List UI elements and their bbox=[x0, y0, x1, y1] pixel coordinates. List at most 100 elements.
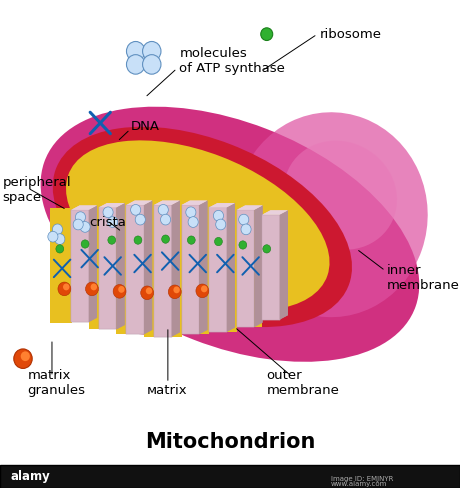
Circle shape bbox=[263, 244, 271, 253]
Circle shape bbox=[187, 236, 195, 244]
Circle shape bbox=[241, 224, 251, 235]
FancyBboxPatch shape bbox=[154, 205, 172, 337]
Polygon shape bbox=[99, 203, 125, 207]
Polygon shape bbox=[99, 203, 125, 207]
Circle shape bbox=[103, 207, 113, 218]
Circle shape bbox=[131, 204, 141, 215]
Text: inner
membrane: inner membrane bbox=[386, 264, 459, 292]
Text: molecules
of ATP synthase: molecules of ATP synthase bbox=[179, 47, 285, 75]
FancyBboxPatch shape bbox=[99, 207, 116, 329]
Ellipse shape bbox=[41, 107, 419, 362]
Circle shape bbox=[201, 285, 208, 292]
Circle shape bbox=[141, 286, 154, 300]
FancyBboxPatch shape bbox=[237, 210, 255, 327]
Text: crista: crista bbox=[90, 216, 127, 228]
Polygon shape bbox=[89, 205, 97, 322]
FancyBboxPatch shape bbox=[227, 207, 237, 332]
Polygon shape bbox=[89, 205, 97, 322]
Circle shape bbox=[127, 41, 145, 61]
Circle shape bbox=[73, 219, 83, 230]
Circle shape bbox=[215, 237, 222, 245]
Polygon shape bbox=[262, 210, 288, 215]
FancyBboxPatch shape bbox=[255, 210, 262, 327]
Ellipse shape bbox=[235, 112, 428, 317]
FancyBboxPatch shape bbox=[182, 205, 199, 334]
Circle shape bbox=[48, 231, 58, 242]
Polygon shape bbox=[209, 203, 235, 207]
FancyBboxPatch shape bbox=[50, 208, 72, 323]
Polygon shape bbox=[71, 205, 97, 210]
Circle shape bbox=[56, 244, 64, 253]
Polygon shape bbox=[144, 201, 152, 334]
Polygon shape bbox=[127, 201, 152, 205]
Circle shape bbox=[21, 351, 30, 361]
FancyBboxPatch shape bbox=[209, 207, 227, 332]
FancyBboxPatch shape bbox=[99, 207, 116, 329]
Circle shape bbox=[186, 207, 196, 218]
Text: outer
membrane: outer membrane bbox=[267, 369, 339, 397]
Circle shape bbox=[14, 349, 32, 368]
Text: Mitochondrion: Mitochondrion bbox=[145, 432, 315, 451]
Polygon shape bbox=[280, 210, 288, 320]
Circle shape bbox=[161, 214, 171, 225]
FancyBboxPatch shape bbox=[127, 205, 144, 334]
FancyBboxPatch shape bbox=[262, 215, 280, 320]
Circle shape bbox=[81, 240, 89, 248]
Circle shape bbox=[135, 214, 146, 225]
Text: мatrix: мatrix bbox=[147, 384, 188, 397]
Ellipse shape bbox=[66, 141, 329, 310]
Polygon shape bbox=[255, 205, 263, 327]
FancyBboxPatch shape bbox=[237, 210, 255, 327]
Circle shape bbox=[85, 282, 99, 296]
Circle shape bbox=[146, 287, 152, 294]
FancyBboxPatch shape bbox=[127, 205, 144, 334]
Text: www.alamy.com: www.alamy.com bbox=[331, 481, 388, 487]
Ellipse shape bbox=[53, 127, 352, 327]
Circle shape bbox=[113, 285, 126, 298]
Polygon shape bbox=[182, 201, 208, 205]
FancyBboxPatch shape bbox=[0, 465, 460, 488]
Circle shape bbox=[239, 241, 247, 249]
Text: DNA: DNA bbox=[131, 121, 160, 133]
Polygon shape bbox=[172, 201, 180, 337]
Circle shape bbox=[53, 224, 63, 235]
Circle shape bbox=[168, 285, 181, 299]
Polygon shape bbox=[227, 203, 235, 332]
Circle shape bbox=[143, 55, 161, 74]
Polygon shape bbox=[116, 203, 125, 329]
Circle shape bbox=[55, 234, 65, 244]
Circle shape bbox=[196, 284, 209, 298]
FancyBboxPatch shape bbox=[154, 205, 172, 337]
Circle shape bbox=[173, 286, 180, 293]
Polygon shape bbox=[209, 203, 235, 207]
Polygon shape bbox=[116, 203, 125, 329]
Circle shape bbox=[261, 28, 273, 41]
Text: Image ID: EMJNYR: Image ID: EMJNYR bbox=[331, 476, 393, 482]
Text: matrix
granules: matrix granules bbox=[27, 369, 86, 397]
Polygon shape bbox=[154, 201, 180, 205]
Circle shape bbox=[213, 210, 224, 221]
FancyBboxPatch shape bbox=[199, 205, 209, 334]
FancyBboxPatch shape bbox=[71, 210, 89, 322]
FancyBboxPatch shape bbox=[89, 207, 99, 329]
Polygon shape bbox=[199, 201, 208, 334]
Polygon shape bbox=[237, 205, 263, 210]
Circle shape bbox=[91, 284, 97, 290]
Polygon shape bbox=[154, 201, 180, 205]
FancyBboxPatch shape bbox=[71, 210, 89, 322]
Polygon shape bbox=[227, 203, 235, 332]
Circle shape bbox=[108, 236, 116, 244]
Circle shape bbox=[162, 235, 170, 244]
Ellipse shape bbox=[60, 220, 216, 336]
Polygon shape bbox=[144, 201, 152, 334]
Circle shape bbox=[127, 55, 145, 74]
Circle shape bbox=[75, 212, 85, 223]
FancyBboxPatch shape bbox=[144, 205, 154, 337]
Polygon shape bbox=[199, 201, 208, 334]
Circle shape bbox=[188, 217, 198, 227]
Circle shape bbox=[239, 214, 249, 225]
Polygon shape bbox=[237, 205, 263, 210]
Circle shape bbox=[134, 236, 142, 244]
Circle shape bbox=[216, 219, 226, 230]
FancyBboxPatch shape bbox=[116, 205, 127, 334]
